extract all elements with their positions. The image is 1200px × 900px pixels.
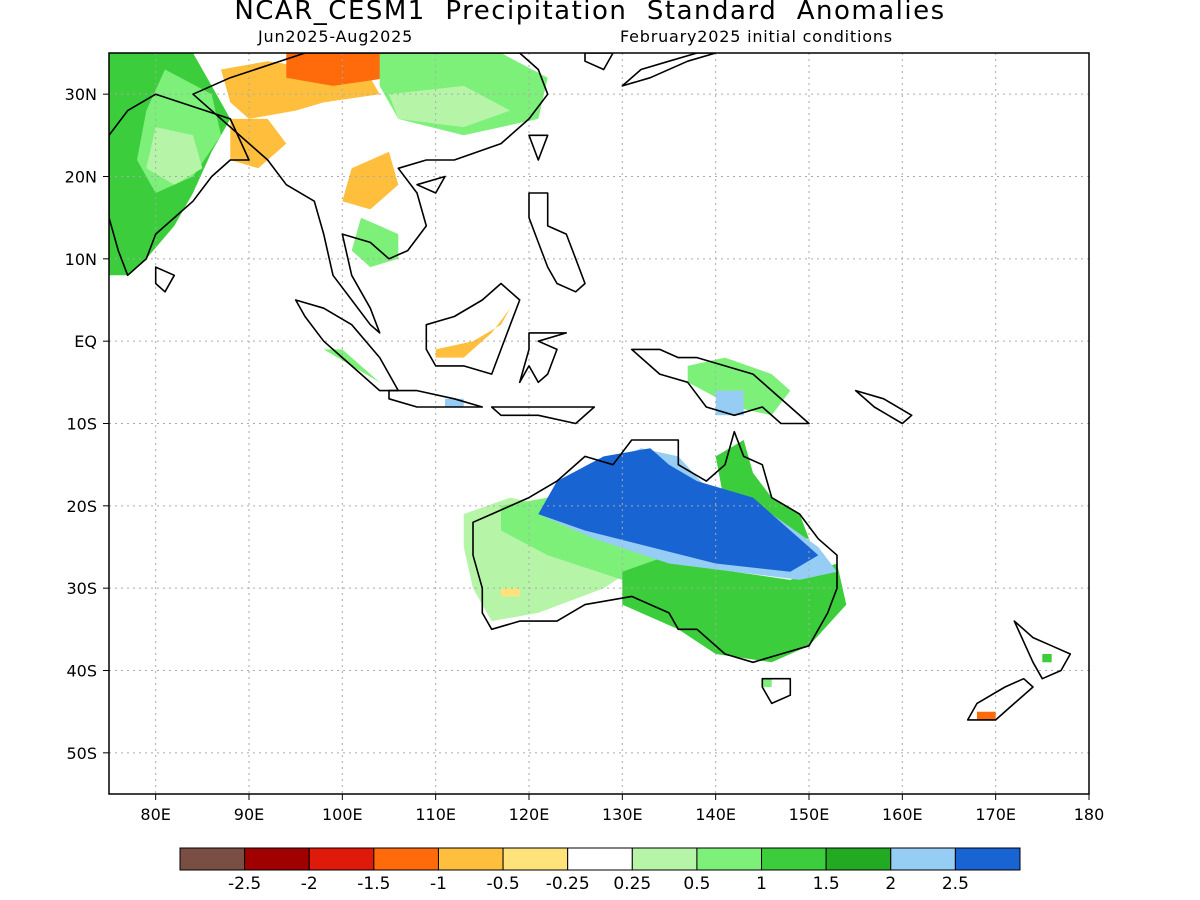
legend-label: -2.5 [228, 874, 261, 894]
coastline-sumatra [294, 299, 400, 392]
legend-label: -0.5 [486, 874, 519, 894]
legend-swatch [308, 847, 375, 871]
legend-swatch [567, 847, 633, 871]
coastline-lesser-sunda [490, 406, 596, 425]
coastline-borneo [425, 282, 521, 375]
anomaly-region-nz-north-wet [1042, 654, 1052, 663]
anomaly-region-bangladesh-dry [230, 118, 287, 169]
coastline-tasmania [761, 677, 792, 705]
lat-tick-label: 40S [66, 662, 97, 681]
legend-label: 0.25 [613, 874, 651, 894]
lat-tick-label: 50S [66, 744, 97, 763]
initial-conditions: February2025 initial conditions [620, 27, 893, 46]
coastline-hainan [416, 175, 446, 194]
anomaly-region-nz-south-dry [977, 711, 996, 720]
coastline-sri-lanka [154, 266, 176, 293]
legend-swatch [502, 847, 569, 871]
legend-label: 2.5 [942, 874, 969, 894]
lon-tick-label: 90E [234, 805, 264, 824]
legend-label: 1.5 [813, 874, 840, 894]
legend-swatch [825, 847, 892, 871]
lon-tick-label: 150E [789, 805, 830, 824]
legend-label: -1.5 [357, 874, 390, 894]
coastlines [109, 53, 1072, 721]
coastline-philippines [528, 192, 586, 293]
legend-swatch [890, 847, 956, 871]
legend-label: -2 [301, 874, 318, 894]
anomaly-region-tasmania-wet [762, 678, 772, 687]
legend-label: 1 [756, 874, 767, 894]
lon-tick-label: 140E [695, 805, 736, 824]
lon-tick-label: 160E [882, 805, 923, 824]
graticule [109, 53, 1089, 794]
forecast-period: Jun2025-Aug2025 [258, 27, 414, 46]
legend-swatch [373, 847, 439, 871]
lat-tick-label: 10N [65, 250, 97, 269]
axis-labels: 80E 90E 100E 110E 120E 130E 140E 150E 160E 170E 18… [65, 85, 1105, 824]
lat-tick-label: EQ [74, 332, 97, 351]
lon-tick-label: 100E [322, 805, 363, 824]
lon-tick-label: 120E [509, 805, 550, 824]
coastline-nz-north [1013, 620, 1072, 680]
anomaly-region-indochina-wet [351, 217, 399, 268]
coastline-sulawesi [518, 332, 568, 384]
legend-swatch [244, 847, 310, 871]
anomaly-region-borneo-dry [435, 308, 511, 358]
coastline-india [109, 93, 250, 277]
anomaly-region-png-strong [715, 390, 744, 416]
coastline-nz-south [966, 677, 1034, 721]
lon-tick-label: 130E [602, 805, 643, 824]
coastline-new-guinea [630, 348, 810, 425]
anomaly-region-aus-south-east [622, 555, 847, 663]
lon-tick-label: 170E [975, 805, 1016, 824]
coastline-java [388, 389, 484, 408]
legend-swatch [437, 847, 504, 871]
anomaly-region-indochina-dry [342, 151, 399, 210]
color-legend: -2.5 -2 -1.5 -1 -0.5 -0.25 0.25 0.5 1 1.5 2 2.5 [179, 847, 1021, 894]
lon-tick-label: 110E [415, 805, 456, 824]
legend-label: -0.25 [546, 874, 590, 894]
coastline-asia-mainland [192, 53, 549, 334]
legend-label: 0.5 [683, 874, 710, 894]
coastline-solomons [854, 389, 913, 425]
coastline-taiwan [528, 134, 549, 161]
anomaly-region-png-wet [687, 357, 791, 416]
coastline-australia [472, 430, 838, 664]
legend-swatch [631, 847, 698, 871]
lat-tick-label: 30N [65, 85, 97, 104]
legend-swatch [179, 847, 246, 871]
lon-tick-label: 80E [140, 805, 170, 824]
coastline-korea [584, 53, 614, 71]
anomaly-field [109, 53, 1052, 720]
legend-label: 2 [885, 874, 896, 894]
anomaly-region-china-light [389, 85, 511, 128]
legend-label: -1 [430, 874, 447, 894]
anomaly-region-india-center [146, 127, 203, 185]
coastline-japan [621, 53, 717, 87]
lat-tick-label: 10S [66, 415, 97, 434]
legend-swatch [954, 847, 1021, 871]
lat-tick-label: 30S [66, 579, 97, 598]
legend-swatch [761, 847, 827, 871]
lon-tick-label: 180 [1074, 805, 1105, 824]
anomaly-region-aus-core-max [538, 448, 819, 572]
anomaly-region-aus-southwest-dry [501, 588, 520, 597]
anomaly-region-tibet-orange [286, 53, 389, 86]
lat-tick-label: 20S [66, 497, 97, 516]
map-title: NCAR_CESM1 Precipitation Standard Anomal… [234, 0, 946, 26]
legend-swatch [696, 847, 763, 871]
lat-tick-label: 20N [65, 168, 97, 187]
